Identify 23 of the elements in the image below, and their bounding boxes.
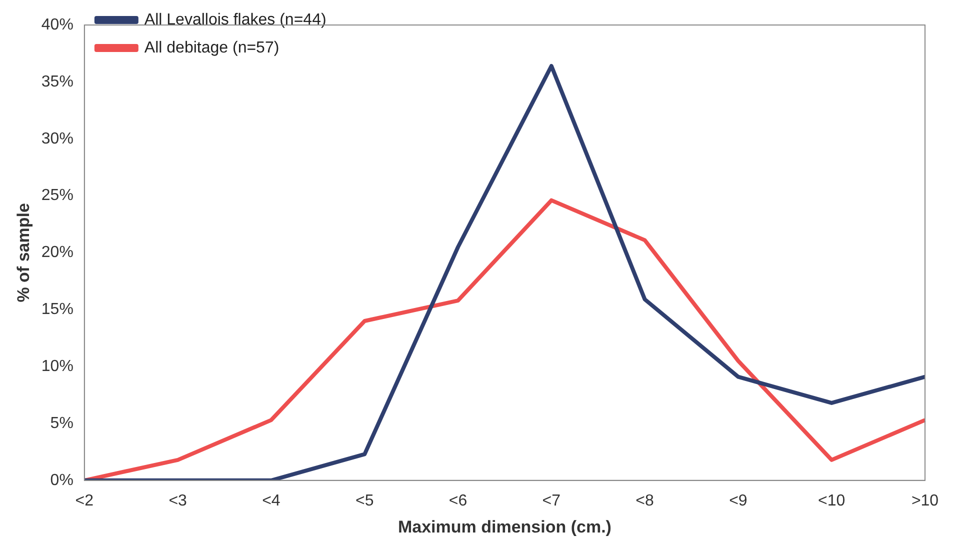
y-tick-label: 40%: [41, 16, 74, 34]
x-tick-label: <4: [262, 492, 280, 510]
x-tick-label: <10: [818, 492, 846, 510]
y-tick-label: 15%: [41, 301, 74, 318]
y-tick-label: 0%: [50, 472, 74, 489]
y-tick-label: 20%: [41, 244, 74, 262]
legend-label: All debitage (n=57): [144, 39, 280, 56]
x-tick-label: <6: [448, 492, 468, 510]
x-tick-label: <3: [168, 492, 188, 510]
x-tick-label: <9: [729, 492, 748, 510]
y-tick-label: 25%: [41, 187, 74, 204]
x-tick-label: <2: [75, 492, 94, 510]
x-tick-label: >10: [911, 492, 939, 510]
x-tick-label: <8: [636, 492, 654, 510]
y-tick-label: 10%: [41, 358, 74, 375]
y-tick-label: 30%: [41, 130, 74, 148]
x-tick-label: <7: [542, 492, 561, 510]
y-tick-label: 35%: [41, 73, 74, 90]
legend-label: All Levallois flakes (n=44): [144, 11, 326, 28]
y-tick-label: 5%: [50, 414, 74, 432]
y-axis-title: % of sample: [14, 203, 33, 302]
x-tick-label: <5: [355, 492, 374, 510]
x-axis-title: Maximum dimension (cm.): [398, 517, 612, 536]
